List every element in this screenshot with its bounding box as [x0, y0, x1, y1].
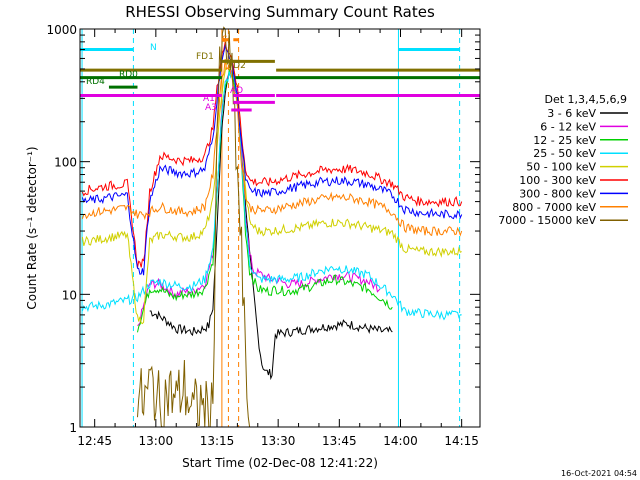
bar-label-fd2: FD2	[228, 61, 246, 71]
series-line-4	[81, 60, 462, 325]
y-tick-label-3: 1000	[46, 23, 77, 37]
legend-label-0: 3 - 6 keV	[547, 107, 596, 120]
chart-title: RHESSI Observing Summary Count Rates	[125, 3, 435, 21]
y-tick-label-1: 10	[62, 288, 77, 302]
legend-label-1: 6 - 12 keV	[540, 120, 596, 133]
timestamp: 16-Oct-2021 04:54	[561, 469, 637, 478]
series-line-6	[81, 44, 463, 276]
legend-label-7: 800 - 7000 keV	[512, 201, 596, 214]
y-tick-label-0: 1	[69, 421, 77, 435]
series-line-1	[137, 69, 381, 327]
x-tick-label-5: 14:00	[383, 434, 418, 448]
series-line-8	[137, 26, 251, 428]
legend-label-3: 25 - 50 keV	[533, 147, 596, 160]
bar-label-fd1: FD1	[196, 52, 214, 62]
y-tick-label-2: 100	[54, 156, 77, 170]
series-lines	[81, 26, 463, 428]
legend-label-8: 7000 - 15000 keV	[498, 214, 596, 227]
axis-ticks: 12:45 13:00 13:15 13:30 13:45 14:00 14:15 1 10 10…	[46, 23, 480, 448]
legend-label-6: 300 - 800 keV	[519, 187, 596, 200]
plot-frame	[79, 28, 481, 428]
legend-label-4: 50 - 100 keV	[526, 161, 596, 174]
bar-label-rd4: RD4	[86, 77, 105, 87]
legend-label-2: 12 - 25 keV	[533, 134, 596, 147]
x-tick-label-1: 13:00	[139, 434, 174, 448]
x-tick-label-0: 12:45	[77, 434, 112, 448]
legend-label-5: 100 - 300 keV	[519, 174, 596, 187]
x-tick-label-2: 13:15	[200, 434, 235, 448]
bar-label-s: S	[222, 35, 228, 45]
series-line-0	[149, 67, 393, 381]
bar-label-a3: A3	[205, 103, 217, 113]
bar-label-ao: AO	[230, 86, 243, 96]
bar-label-rd0: RD0	[119, 70, 138, 80]
series-line-7	[81, 58, 463, 237]
x-tick-label-4: 13:45	[322, 434, 357, 448]
x-tick-label-3: 13:30	[261, 434, 296, 448]
x-tick-label-6: 14:15	[444, 434, 479, 448]
attenuator-bars	[80, 38, 480, 112]
y-axis-label: Count Rate (s⁻¹ detector⁻¹)	[25, 146, 39, 309]
x-axis-label: Start Time (02-Dec-08 12:41:22)	[182, 456, 378, 470]
series-line-2	[137, 68, 393, 333]
legend-title: Det 1,3,4,5,6,9	[544, 93, 627, 106]
bar-label-a1: A1	[203, 94, 215, 104]
bar-label-n: N	[150, 43, 157, 53]
